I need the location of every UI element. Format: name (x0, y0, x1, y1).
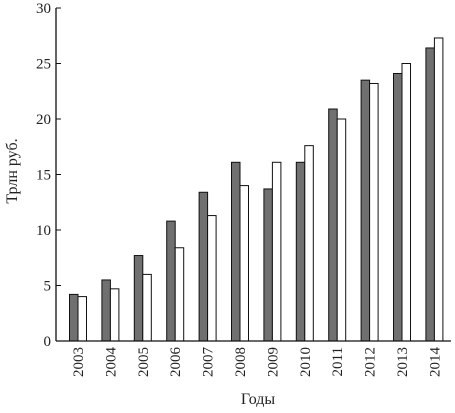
bar-series1-2007 (198, 191, 209, 342)
bar-series2-2009 (271, 161, 282, 342)
x-tick-label: 2010 (298, 347, 314, 377)
bar-series1-2014 (425, 47, 435, 342)
x-tick-label: 2004 (103, 347, 119, 378)
bar-series1-2009 (263, 188, 273, 342)
bar-series1-2010 (295, 161, 306, 342)
bar-series2-2007 (207, 215, 217, 342)
bar-series2-2010 (304, 145, 314, 342)
x-tick-label: 2006 (168, 347, 184, 378)
bars-group (69, 37, 444, 342)
bar-series2-2003 (77, 296, 87, 342)
y-tick-label: 5 (44, 279, 52, 295)
bar-series1-2013 (393, 72, 403, 342)
x-tick-label: 2007 (201, 347, 217, 378)
x-tick-label: 2009 (265, 347, 281, 377)
bar-series2-2013 (401, 63, 411, 342)
bar-series2-2004 (109, 288, 120, 342)
bar-series1-2005 (133, 255, 144, 342)
bar-series2-2011 (336, 118, 347, 342)
y-tick-label: 10 (36, 223, 51, 239)
bar-series1-2008 (231, 161, 241, 342)
x-tick-label: 2005 (136, 347, 152, 377)
bar-series1-2006 (166, 220, 176, 342)
y-tick-label: 0 (44, 334, 52, 350)
bar-series2-2008 (239, 185, 249, 342)
y-ticks-group: 0 5 10 15 20 25 30 (36, 1, 61, 350)
x-axis-title: Годы (241, 391, 276, 408)
y-tick-label: 20 (36, 112, 51, 128)
bar-series1-2004 (101, 279, 111, 342)
bar-series2-2005 (142, 273, 152, 342)
x-tick-label: 2012 (363, 347, 379, 377)
y-tick-label: 30 (36, 1, 51, 17)
x-tick-label: 2013 (395, 347, 411, 377)
bar-series1-2011 (328, 108, 338, 342)
bar-series2-2014 (433, 37, 444, 342)
x-tick-label: 2003 (71, 347, 87, 377)
y-axis-title: Трлн руб. (4, 138, 21, 203)
bar-series2-2012 (369, 82, 379, 342)
x-tick-label: 2011 (330, 347, 346, 376)
bar-series1-2003 (69, 293, 79, 342)
y-tick-label: 15 (36, 168, 51, 184)
y-tick-label: 25 (36, 57, 51, 73)
bar-series1-2012 (360, 79, 371, 342)
x-tick-label: 2014 (427, 347, 443, 378)
x-ticks-group: 2003 2004 2005 2006 2007 2008 2009 2010 2011 2012… (71, 347, 443, 378)
bar-series2-2006 (174, 247, 185, 342)
x-tick-label: 2008 (233, 347, 249, 377)
